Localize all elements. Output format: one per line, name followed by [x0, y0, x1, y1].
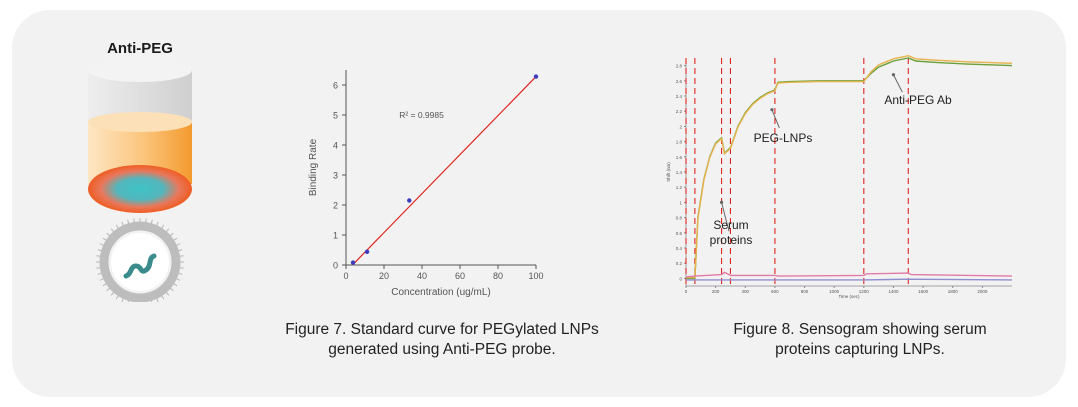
probe-cap-top — [88, 62, 192, 82]
x-tick-label: 800 — [801, 289, 809, 294]
y-tick-label: 2.4 — [676, 94, 683, 99]
serum-proteins-label: Serum proteins — [709, 218, 753, 247]
data-point — [364, 249, 370, 254]
y-tick-label: 5 — [333, 111, 338, 121]
x-tick-label: 0 — [343, 271, 348, 281]
data-point — [533, 74, 539, 79]
y-tick-label: 1.4 — [676, 170, 683, 175]
x-tick-label: 40 — [417, 271, 427, 281]
r-squared-annotation: R² = 0.9985 — [399, 110, 444, 120]
data-point — [407, 198, 412, 203]
x-tick-label: 200 — [712, 289, 720, 294]
probe-tip — [88, 165, 192, 213]
annotation-pointer — [771, 109, 780, 129]
peg-lnps-label: PEG-LNPs — [753, 131, 813, 145]
annotation-pointer-head — [719, 200, 724, 204]
sensor-trace — [686, 278, 1013, 281]
x-tick-label: 600 — [771, 289, 779, 294]
y-tick-label: 0 — [333, 261, 338, 271]
y-tick-label: 2.2 — [676, 109, 683, 114]
x-tick-label: 1800 — [948, 289, 959, 294]
x-tick-label: 100 — [528, 271, 543, 281]
trendline — [352, 76, 537, 265]
x-axis-label: Time (sec) — [838, 294, 860, 299]
y-tick-label: 2.8 — [676, 64, 683, 69]
y-tick-label: 0.4 — [676, 246, 683, 251]
annotation-pointer-head — [770, 108, 774, 112]
y-tick-label: 3 — [333, 171, 338, 181]
y-tick-label: 1.2 — [676, 185, 683, 190]
y-tick-label: 4 — [333, 141, 338, 151]
y-tick-label: 1.8 — [676, 140, 683, 145]
x-tick-label: 60 — [455, 271, 465, 281]
x-tick-label: 2000 — [977, 289, 988, 294]
x-tick-label: 1600 — [918, 289, 929, 294]
figure8-caption: Figure 8. Sensogram showing serum protei… — [690, 320, 1030, 360]
annotation-pointer — [893, 74, 903, 93]
sensor-trace — [685, 271, 1013, 278]
y-tick-label: 6 — [333, 81, 338, 91]
data-point — [350, 260, 356, 265]
y-tick-label: 0.2 — [676, 261, 683, 266]
particle-core — [111, 233, 169, 291]
x-tick-label: 1400 — [888, 289, 899, 294]
sensogram-chart: 0 0.2 0.4 0.6 0.8 1 1.2 1.4 1.6 1.8 2 2.2 2.4 2.6 2.8 0… — [666, 54, 1013, 299]
payload-strand — [123, 253, 157, 279]
y-tick-label: 0.8 — [676, 216, 683, 221]
sensor-trace — [686, 54, 1013, 279]
annotation-pointer-head — [891, 73, 896, 77]
y-tick-label: 1 — [333, 231, 338, 241]
figure8-caption-line2: proteins capturing LNPs. — [775, 341, 945, 358]
figure8-caption-line1: Figure 8. Sensogram showing serum — [733, 321, 987, 338]
y-tick-label: 1 — [679, 200, 682, 205]
y-axis-label: Binding Rate — [308, 138, 319, 196]
figure7-caption-line1: Figure 7. Standard curve for PEGylated L… — [285, 321, 599, 338]
x-axis-label: Concentration (ug/mL) — [391, 287, 491, 298]
y-axis-label: Shift (nm) — [666, 162, 671, 182]
lnp-particle — [96, 218, 184, 302]
figure7-caption: Figure 7. Standard curve for PEGylated L… — [262, 320, 622, 360]
lipid-shell — [99, 221, 181, 302]
y-tick-label: 0.6 — [676, 231, 683, 236]
y-tick-label: 2 — [333, 201, 338, 211]
x-tick-label: 80 — [493, 271, 503, 281]
x-tick-label: 1000 — [829, 289, 840, 294]
probe-title: Anti-PEG — [107, 40, 173, 57]
annotation-pointer — [721, 202, 730, 232]
anti-peg-probe-illustration — [88, 62, 192, 302]
y-tick-label: 2.6 — [676, 79, 683, 84]
x-tick-label: 20 — [379, 271, 389, 281]
figure7-caption-line2: generated using Anti-PEG probe. — [328, 341, 556, 358]
y-tick-label: 1.6 — [676, 155, 683, 160]
y-tick-label: 2 — [679, 124, 682, 129]
x-tick-label: 0 — [685, 289, 688, 294]
anti-peg-ab-label: Anti-PEG Ab — [884, 93, 952, 107]
x-tick-label: 400 — [742, 289, 750, 294]
y-tick-label: 0 — [679, 276, 682, 281]
x-tick-label: 1200 — [859, 289, 870, 294]
